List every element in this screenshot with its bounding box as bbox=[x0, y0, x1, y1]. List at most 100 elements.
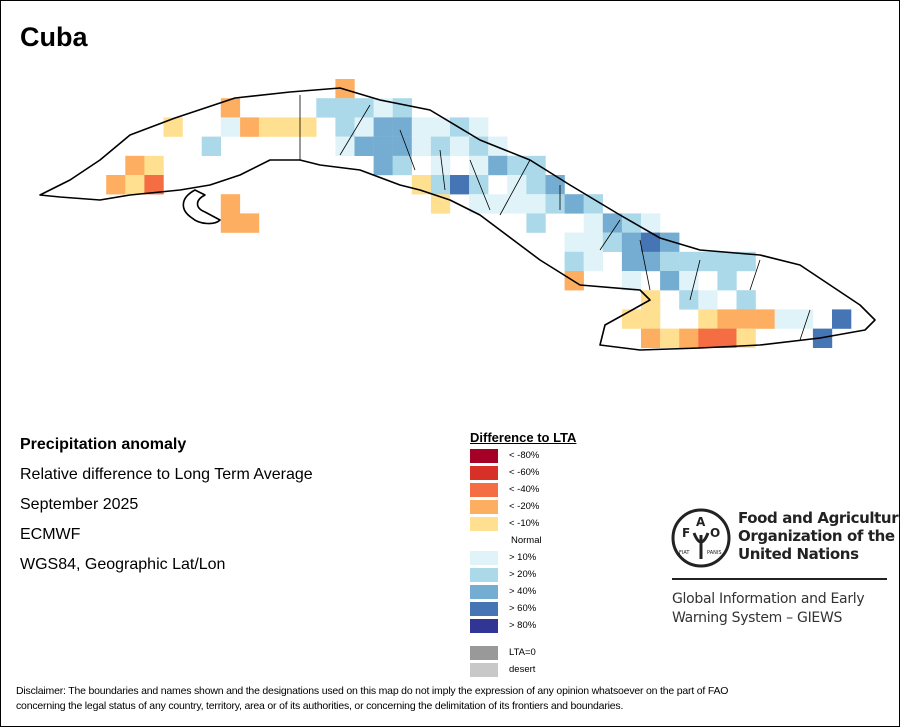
anomaly-cell bbox=[583, 194, 603, 214]
anomaly-cell bbox=[736, 290, 756, 310]
anomaly-cell bbox=[278, 117, 298, 137]
legend-label: < -60% bbox=[509, 467, 540, 478]
data-source: ECMWF bbox=[20, 526, 81, 543]
map-period: September 2025 bbox=[20, 496, 139, 513]
anomaly-cell bbox=[698, 309, 718, 329]
anomaly-cell bbox=[469, 194, 489, 214]
divider bbox=[672, 578, 887, 580]
anomaly-cell bbox=[832, 309, 852, 329]
anomaly-cell bbox=[717, 309, 737, 329]
legend-label: > 20% bbox=[509, 569, 537, 580]
anomaly-cell bbox=[488, 194, 508, 214]
anomaly-cell bbox=[621, 309, 642, 329]
svg-text:O: O bbox=[710, 526, 720, 540]
anomaly-cell bbox=[679, 251, 699, 272]
anomaly-cell bbox=[507, 194, 527, 214]
anomaly-cell bbox=[335, 98, 355, 118]
svg-text:FIAT: FIAT bbox=[679, 550, 690, 556]
anomaly-cell bbox=[430, 175, 451, 195]
anomaly-cell bbox=[125, 155, 145, 176]
anomaly-cell bbox=[106, 175, 126, 195]
anomaly-cell bbox=[717, 271, 737, 291]
anomaly-cell bbox=[641, 232, 661, 252]
anomaly-cell bbox=[679, 290, 699, 310]
legend-title: Difference to LTA bbox=[470, 430, 577, 445]
anomaly-cell bbox=[430, 117, 451, 137]
anomaly-cell bbox=[755, 309, 775, 329]
country-outline bbox=[39, 87, 876, 351]
anomaly-cell bbox=[450, 175, 470, 195]
anomaly-cell bbox=[698, 290, 718, 310]
anomaly-cell bbox=[736, 328, 756, 348]
anomaly-cell bbox=[430, 136, 451, 156]
anomaly-cell bbox=[679, 328, 699, 348]
anomaly-cell bbox=[717, 328, 737, 348]
legend-swatch bbox=[470, 568, 498, 582]
map-heading: Precipitation anomaly bbox=[20, 436, 187, 453]
anomaly-cell bbox=[488, 155, 508, 176]
anomaly-cell bbox=[220, 194, 241, 214]
map-subtitle: Relative difference to Long Term Average bbox=[20, 466, 313, 483]
legend-swatch bbox=[470, 466, 498, 480]
legend-swatch bbox=[470, 551, 498, 565]
anomaly-cell bbox=[736, 309, 756, 329]
disclaimer-line-2: concerning the legal status of any count… bbox=[16, 700, 624, 712]
anomaly-cell bbox=[239, 213, 260, 233]
legend-swatch bbox=[470, 483, 498, 497]
anomaly-cell bbox=[411, 175, 432, 195]
anomaly-grid bbox=[106, 79, 852, 348]
anomaly-cell bbox=[354, 117, 374, 137]
anomaly-cell bbox=[392, 98, 412, 118]
fao-name-line-1: Food and Agriculture bbox=[738, 509, 900, 527]
anomaly-cell bbox=[373, 136, 393, 156]
giews-line-1: Global Information and Early bbox=[672, 591, 865, 607]
anomaly-cell bbox=[621, 271, 642, 291]
anomaly-cell bbox=[373, 117, 393, 137]
legend-swatch bbox=[470, 449, 498, 463]
anomaly-cell bbox=[583, 232, 603, 252]
legend-label: > 10% bbox=[509, 552, 537, 563]
anomaly-cell bbox=[583, 251, 603, 272]
legend-swatch bbox=[470, 619, 498, 633]
fao-name-line-3: United Nations bbox=[738, 545, 859, 563]
anomaly-cell bbox=[526, 194, 546, 214]
anomaly-cell bbox=[297, 117, 317, 137]
anomaly-cell bbox=[641, 309, 661, 329]
cuba-mainland-outline bbox=[39, 87, 876, 351]
anomaly-cell bbox=[411, 136, 432, 156]
anomaly-cell bbox=[793, 309, 814, 329]
isla-juventud-outline bbox=[182, 189, 221, 225]
anomaly-cell bbox=[545, 175, 565, 195]
anomaly-cell bbox=[259, 117, 279, 137]
anomaly-cell bbox=[774, 309, 794, 329]
anomaly-cell bbox=[698, 251, 718, 272]
anomaly-cell bbox=[679, 271, 699, 291]
anomaly-cell bbox=[660, 251, 680, 272]
anomaly-cell bbox=[201, 136, 221, 156]
anomaly-cell bbox=[660, 271, 680, 291]
legend-label: Normal bbox=[511, 535, 542, 546]
legend-label: desert bbox=[509, 664, 536, 675]
fao-name-line-2: Organization of the bbox=[738, 527, 895, 545]
anomaly-cell bbox=[144, 155, 164, 176]
anomaly-cell bbox=[411, 117, 432, 137]
anomaly-cell bbox=[220, 98, 241, 118]
fao-logo-icon: F A O FIAT PANIS bbox=[671, 508, 731, 568]
anomaly-cell bbox=[469, 117, 489, 137]
province-boundaries bbox=[299, 95, 811, 341]
anomaly-cell bbox=[354, 136, 374, 156]
anomaly-cell bbox=[430, 155, 451, 176]
legend-swatch bbox=[470, 585, 498, 599]
anomaly-cell bbox=[316, 98, 336, 118]
anomaly-cell bbox=[373, 98, 393, 118]
anomaly-cell bbox=[354, 98, 374, 118]
svg-text:F: F bbox=[682, 526, 690, 540]
anomaly-cell bbox=[125, 175, 145, 195]
anomaly-cell bbox=[621, 232, 642, 252]
anomaly-cell bbox=[392, 136, 412, 156]
legend-label: > 60% bbox=[509, 603, 537, 614]
anomaly-cell bbox=[621, 251, 642, 272]
anomaly-cell bbox=[469, 175, 489, 195]
svg-text:PANIS: PANIS bbox=[707, 550, 722, 556]
legend-label: < -20% bbox=[509, 501, 540, 512]
